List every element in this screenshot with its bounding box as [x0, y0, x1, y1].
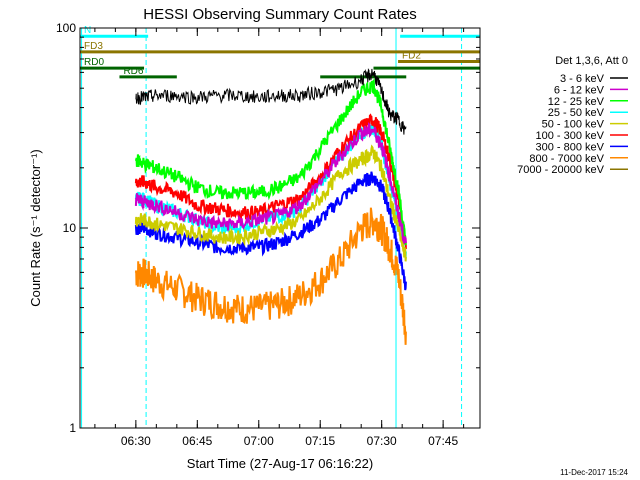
y-axis-label: Count Rate (s⁻¹ detector⁻¹) [28, 149, 43, 307]
legend-label-4: 50 - 100 keV [542, 119, 605, 131]
legend-label-8: 7000 - 20000 keV [517, 164, 605, 176]
y-axis: 1 10 100 [56, 21, 480, 435]
x-tick-label-4: 07:30 [367, 434, 397, 448]
flag-label-fd3: FD3 [84, 41, 103, 52]
flag-label-fd2: FD2 [402, 50, 421, 61]
x-axis: 06:30 06:45 07:00 07:15 07:30 07:45 [94, 28, 465, 448]
legend-header: Det 1,3,6, Att 0 [555, 55, 628, 67]
legend-label-5: 100 - 300 keV [536, 130, 605, 142]
x-tick-label-3: 07:15 [305, 434, 335, 448]
y-tick-label-2: 100 [56, 21, 76, 35]
flag-label-n: N [84, 25, 91, 36]
flag-label-rd0: RD0 [84, 57, 104, 68]
y-tick-label-1: 10 [63, 221, 77, 235]
legend-label-2: 12 - 25 keV [548, 96, 605, 108]
series-line-12-25-kev [134, 78, 407, 246]
x-tick-label-0: 06:30 [121, 434, 151, 448]
x-axis-label: Start Time (27-Aug-17 06:16:22) [187, 456, 373, 471]
legend-label-6: 300 - 800 keV [536, 141, 605, 153]
legend-label-0: 3 - 6 keV [560, 73, 605, 85]
series-line-3-6-kev [135, 68, 407, 135]
series-line-6-12-kev [134, 122, 407, 244]
legend-label-7: 800 - 7000 keV [529, 153, 604, 165]
legend-label-3: 25 - 50 keV [548, 107, 605, 119]
x-tick-label-5: 07:45 [428, 434, 458, 448]
series-line-800-7000-kev [134, 207, 407, 345]
legend-label-1: 6 - 12 keV [554, 84, 605, 96]
series-line-300-800-kev [134, 171, 407, 291]
x-tick-label-2: 07:00 [244, 434, 274, 448]
series-line-50-100-kev [134, 144, 407, 262]
series-line-100-300-kev [134, 113, 407, 250]
y-tick-label-0: 1 [69, 421, 76, 435]
x-tick-label-1: 06:45 [182, 434, 212, 448]
chart-title: HESSI Observing Summary Count Rates [143, 6, 416, 23]
plot-area: N FD3 FD2 RD0 RD6 [80, 25, 480, 428]
footer-timestamp: 11-Dec-2017 15:24 [560, 468, 628, 477]
flag-label-rd6: RD6 [123, 66, 143, 77]
